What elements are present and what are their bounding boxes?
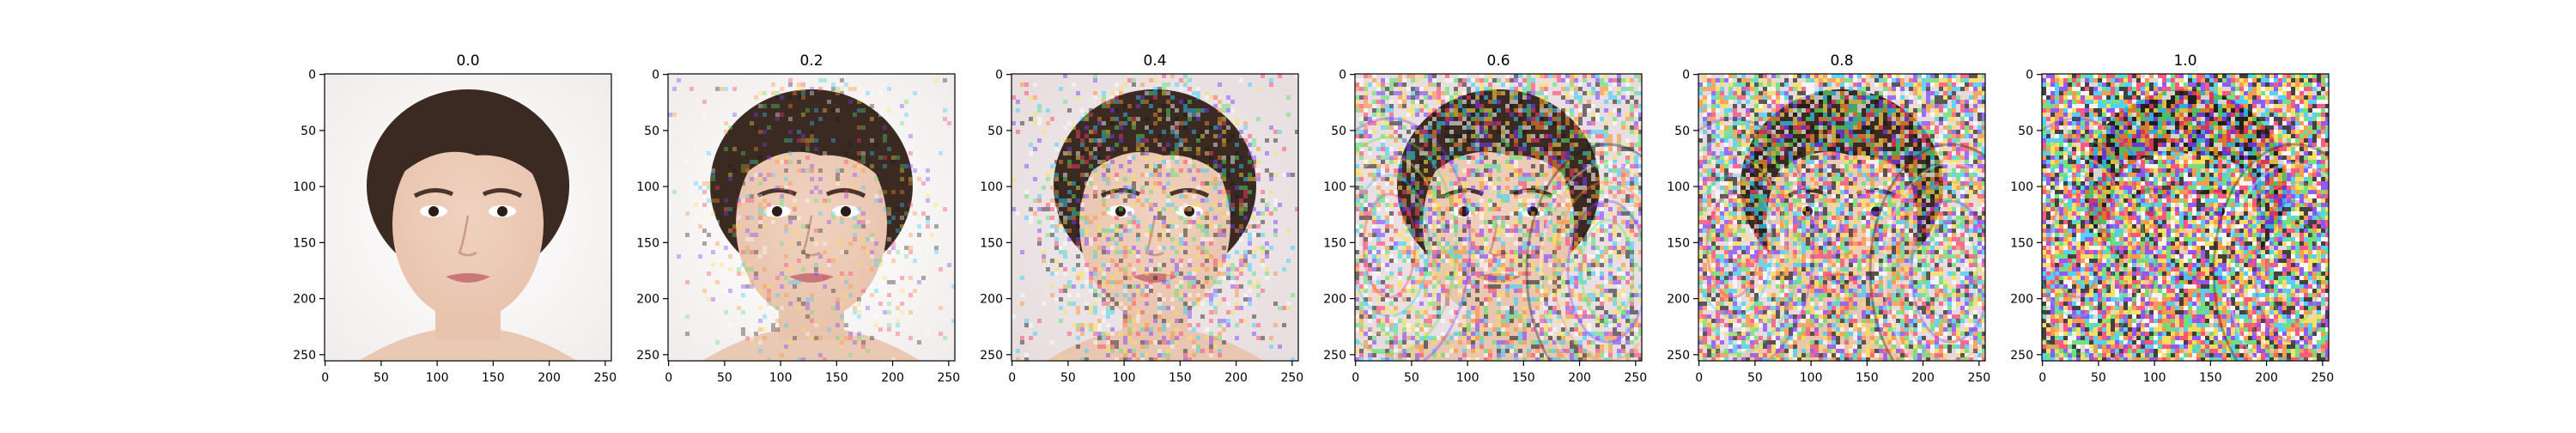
panel-title: 0.0 — [456, 52, 479, 70]
x-tick-label: 200 — [1568, 371, 1591, 385]
x-tick-label: 100 — [1113, 371, 1136, 385]
y-tick-label: 0 — [1682, 69, 1690, 82]
panel-title: 0.2 — [799, 52, 823, 70]
panel-1: 0.2 0 50 100 150 200 250 0 50 100 150 200 250 — [636, 52, 960, 385]
y-tick-label: 200 — [636, 293, 659, 307]
y-tick-label: 100 — [2010, 180, 2033, 194]
panel-4: 0.8 0 50 100 150 200 250 0 50 100 150 200 250 — [1652, 52, 2032, 399]
noise-overlay — [2042, 74, 2330, 362]
x-tick-label: 250 — [937, 371, 960, 385]
x-tick-label: 50 — [1747, 371, 1763, 385]
y-tick-label: 100 — [636, 180, 659, 194]
x-tick-label: 250 — [1280, 371, 1303, 385]
x-tick-label: 50 — [2091, 371, 2106, 385]
y-tick-label: 250 — [1667, 349, 1690, 363]
y-tick-label: 150 — [1323, 236, 1346, 250]
panel-title: 0.4 — [1143, 52, 1166, 70]
panel-0: 0.0 0 50 100 150 200 250 0 50 100 150 200 250 — [293, 52, 617, 385]
x-tick-label: 150 — [825, 371, 848, 385]
x-tick-label: 0 — [1352, 371, 1359, 385]
y-tick-label: 100 — [1323, 180, 1346, 194]
x-tick-label: 150 — [1169, 371, 1192, 385]
y-tick-label: 0 — [2026, 69, 2033, 82]
x-tick-label: 0 — [1008, 371, 1016, 385]
x-tick-label: 0 — [1695, 371, 1703, 385]
x-tick-label: 250 — [593, 371, 617, 385]
x-tick-label: 150 — [1856, 371, 1879, 385]
y-tick-label: 100 — [293, 180, 316, 194]
x-tick-label: 50 — [374, 371, 389, 385]
x-tick-label: 200 — [2255, 371, 2278, 385]
y-tick-label: 0 — [1339, 69, 1346, 82]
x-tick-label: 250 — [2311, 371, 2334, 385]
x-tick-label: 250 — [1967, 371, 1990, 385]
x-tick-label: 0 — [2038, 371, 2046, 385]
y-tick-label: 200 — [980, 293, 1003, 307]
y-tick-label: 250 — [636, 349, 659, 363]
y-tick-label: 200 — [293, 293, 316, 307]
y-tick-label: 150 — [2010, 236, 2033, 250]
x-tick-label: 200 — [881, 371, 904, 385]
y-tick-label: 100 — [980, 180, 1003, 194]
y-tick-label: 0 — [652, 69, 659, 82]
y-tick-label: 100 — [1667, 180, 1690, 194]
x-tick-label: 150 — [2199, 371, 2222, 385]
x-tick-label: 100 — [1456, 371, 1479, 385]
panel-title: 1.0 — [2173, 52, 2196, 70]
y-tick-label: 0 — [995, 69, 1003, 82]
panel-title: 0.6 — [1486, 52, 1510, 70]
noise-overlay — [1698, 74, 1986, 362]
x-tick-label: 150 — [1512, 371, 1535, 385]
y-tick-label: 0 — [308, 69, 316, 82]
x-tick-label: 100 — [769, 371, 793, 385]
x-tick-label: 150 — [482, 371, 505, 385]
panel-2: 0.4 0 50 100 150 200 250 0 50 100 150 200 250 — [980, 52, 1303, 385]
y-tick-label: 50 — [301, 125, 316, 138]
y-tick-label: 250 — [293, 349, 316, 363]
face-image — [1309, 74, 1688, 399]
face-image — [1996, 74, 2375, 399]
y-tick-label: 50 — [2018, 125, 2033, 138]
y-tick-label: 50 — [1674, 125, 1690, 138]
y-tick-label: 200 — [2010, 293, 2033, 307]
face-image — [1012, 74, 1299, 362]
panel-5: 1.0 0 50 100 150 200 250 0 50 100 150 200 250 — [1996, 52, 2375, 399]
y-tick-label: 50 — [987, 125, 1003, 138]
y-tick-label: 150 — [1667, 236, 1690, 250]
x-tick-label: 0 — [321, 371, 329, 385]
x-tick-label: 200 — [1911, 371, 1935, 385]
x-tick-label: 250 — [1624, 371, 1647, 385]
y-tick-label: 150 — [293, 236, 316, 250]
y-tick-label: 250 — [2010, 349, 2033, 363]
y-tick-label: 50 — [644, 125, 659, 138]
y-tick-label: 150 — [980, 236, 1003, 250]
face-image — [1652, 74, 2032, 399]
x-tick-label: 100 — [2143, 371, 2166, 385]
x-tick-label: 50 — [1060, 371, 1076, 385]
y-tick-label: 200 — [1323, 293, 1346, 307]
x-tick-label: 50 — [1404, 371, 1419, 385]
x-tick-label: 200 — [538, 371, 561, 385]
face-image — [668, 74, 956, 362]
x-tick-label: 100 — [1800, 371, 1823, 385]
face-image — [325, 74, 611, 361]
panel-title: 0.8 — [1830, 52, 1853, 70]
x-tick-label: 100 — [426, 371, 449, 385]
y-tick-label: 150 — [636, 236, 659, 250]
y-tick-label: 250 — [980, 349, 1003, 363]
y-tick-label: 50 — [1331, 125, 1346, 138]
x-tick-label: 200 — [1224, 371, 1248, 385]
y-tick-label: 250 — [1323, 349, 1346, 363]
y-tick-label: 200 — [1667, 293, 1690, 307]
x-tick-label: 0 — [665, 371, 672, 385]
x-tick-label: 50 — [717, 371, 732, 385]
panel-3: 0.6 0 50 100 150 200 250 0 50 100 150 200 250 — [1309, 52, 1688, 399]
